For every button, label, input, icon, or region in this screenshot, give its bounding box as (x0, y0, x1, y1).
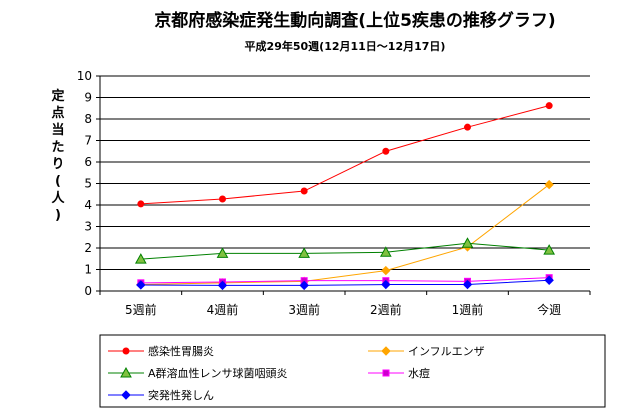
series-2 (134, 237, 556, 264)
series-line (140, 184, 550, 286)
x-tick-label: 2週前 (370, 302, 402, 317)
x-tick-label: 4週前 (207, 302, 239, 317)
y-tick-label: 5 (84, 177, 92, 191)
data-point (382, 147, 390, 155)
chart-title: 京都府感染症発生動向調査(上位5疾患の推移グラフ) (154, 10, 555, 31)
y-tick-label: 3 (84, 220, 92, 234)
data-point (379, 246, 392, 257)
y-tick-label: 1 (84, 263, 92, 277)
legend-item: 突発性発しん (108, 388, 214, 402)
x-tick-label: 3週前 (288, 302, 320, 317)
y-tick-label: 8 (84, 112, 92, 126)
x-tick-label: 5週前 (125, 302, 157, 317)
series-0 (137, 102, 553, 208)
y-axis-label: 定点当たり(人) (50, 88, 65, 223)
y-axis-ticks: 0 1 2 3 4 5 6 7 8 9 10 (77, 69, 100, 298)
y-tick-label: 9 (84, 91, 92, 105)
data-point (544, 179, 554, 190)
legend-item: 感染性胃腸炎 (108, 344, 214, 358)
data-point (134, 253, 147, 264)
data-point (462, 279, 473, 290)
y-tick-label: 10 (77, 69, 92, 83)
legend-label: 感染性胃腸炎 (148, 344, 214, 358)
legend-marker (122, 347, 130, 355)
data-point (300, 187, 308, 195)
series-group (134, 102, 556, 291)
data-point (299, 280, 309, 291)
y-tick-label: 6 (84, 155, 92, 169)
legend-label: インフルエンザ (408, 345, 485, 358)
data-point (137, 200, 145, 208)
legend-label: 突発性発しん (148, 388, 214, 402)
x-axis-ticks: 5週前 4週前 3週前 2週前 1週前 今週 (99, 291, 591, 317)
data-point (464, 123, 471, 131)
data-point (545, 102, 553, 110)
data-point (219, 195, 226, 203)
y-tick-label: 4 (84, 198, 92, 212)
legend-marker (121, 390, 131, 400)
legend-label: 水痘 (408, 366, 430, 380)
y-tick-label: 0 (84, 284, 92, 298)
series-line (140, 242, 550, 260)
x-tick-label: 今週 (537, 302, 561, 317)
data-point (461, 237, 474, 248)
legend-label: A群溶血性レンサ球菌咽頭炎 (148, 366, 288, 380)
data-point (381, 279, 391, 290)
grid (99, 75, 590, 292)
y-tick-label: 7 (84, 134, 92, 148)
legend-marker (381, 346, 391, 356)
x-tick-label: 1週前 (452, 302, 484, 317)
series-line (140, 279, 550, 286)
legend-marker (120, 366, 132, 378)
data-point (543, 244, 556, 255)
series-4 (136, 275, 554, 291)
series-line (140, 277, 550, 284)
chart-subtitle: 平成29年50週(12月11日〜12月17日) (245, 39, 446, 53)
legend-box (99, 334, 606, 408)
data-point (544, 275, 554, 285)
series-line (140, 105, 550, 205)
legend-item: A群溶血性レンサ球菌咽頭炎 (108, 366, 288, 380)
y-tick-label: 2 (84, 241, 92, 255)
series-1 (136, 179, 554, 290)
data-point (216, 247, 229, 258)
data-point (136, 280, 146, 290)
data-point (217, 280, 228, 291)
data-point (298, 247, 311, 258)
legend-item: インフルエンザ (368, 345, 485, 358)
legend-item: 水痘 (368, 366, 430, 380)
legend-marker (382, 369, 390, 377)
data-point (381, 265, 391, 276)
